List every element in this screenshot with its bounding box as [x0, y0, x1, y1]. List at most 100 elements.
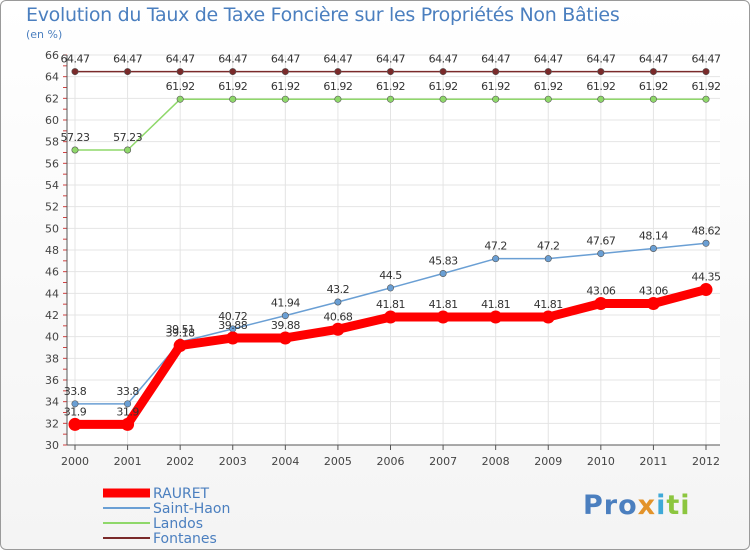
data-label: 64.47 [639, 53, 668, 66]
y-tick-label: 62 [45, 92, 59, 105]
data-point [229, 95, 237, 103]
data-label: 61.92 [481, 80, 510, 93]
data-point [124, 400, 132, 408]
y-tick-label: 40 [45, 331, 59, 344]
data-point [281, 95, 289, 103]
data-label: 43.06 [586, 285, 615, 298]
data-point [68, 417, 82, 431]
data-label: 61.92 [586, 80, 615, 93]
data-label: 57.23 [113, 131, 142, 144]
data-point [597, 68, 605, 76]
x-tick-label: 2001 [114, 455, 142, 468]
data-label: 48.62 [692, 224, 721, 237]
data-label: 33.8 [64, 385, 87, 398]
data-point [702, 239, 710, 247]
x-tick-label: 2006 [377, 455, 405, 468]
data-point [124, 146, 132, 154]
data-label: 61.92 [323, 80, 352, 93]
data-label: 43.06 [639, 285, 668, 298]
data-label: 43.2 [327, 283, 350, 296]
x-tick-label: 2000 [61, 455, 89, 468]
data-label: 39.88 [271, 319, 300, 332]
data-point [71, 400, 79, 408]
data-label: 40.68 [323, 310, 352, 323]
data-point [439, 270, 447, 278]
data-label: 41.94 [271, 297, 300, 310]
data-label: 40.72 [218, 310, 247, 323]
y-tick-label: 56 [45, 157, 59, 170]
y-tick-label: 36 [45, 374, 59, 387]
data-point [121, 417, 135, 431]
data-label: 39.88 [218, 319, 247, 332]
y-tick-label: 48 [45, 244, 59, 257]
data-point [702, 68, 710, 76]
data-point [386, 68, 394, 76]
data-point [597, 250, 605, 258]
data-point [439, 68, 447, 76]
data-label: 61.92 [429, 80, 458, 93]
data-point [544, 255, 552, 263]
data-label: 61.92 [376, 80, 405, 93]
data-label: 47.67 [586, 235, 615, 248]
data-point [281, 68, 289, 76]
data-label: 47.2 [484, 240, 507, 253]
data-point [176, 68, 184, 76]
y-tick-label: 58 [45, 136, 59, 149]
x-tick-label: 2004 [271, 455, 299, 468]
data-label: 39.18 [166, 327, 195, 340]
data-label: 61.92 [166, 80, 195, 93]
data-point [597, 95, 605, 103]
data-label: 31.9 [64, 405, 87, 418]
y-tick-label: 50 [45, 222, 59, 235]
legend-label: Landos [153, 516, 203, 532]
data-point [226, 331, 240, 345]
data-point [281, 312, 289, 320]
data-label: 44.5 [379, 269, 402, 282]
data-point [331, 322, 345, 336]
y-tick-label: 46 [45, 266, 59, 279]
y-tick-label: 38 [45, 352, 59, 365]
data-point [436, 310, 450, 324]
data-point [71, 146, 79, 154]
x-tick-label: 2010 [587, 455, 615, 468]
data-label: 48.14 [639, 229, 668, 242]
data-label: 33.8 [116, 385, 139, 398]
data-label: 61.92 [218, 80, 247, 93]
data-point [278, 331, 292, 345]
data-label: 64.47 [586, 53, 615, 66]
y-tick-label: 42 [45, 309, 59, 322]
data-point [124, 68, 132, 76]
chart-title: Evolution du Taux de Taxe Foncière sur l… [26, 4, 620, 26]
x-tick-label: 2002 [166, 455, 194, 468]
data-point [649, 68, 657, 76]
y-tick-label: 64 [45, 71, 59, 84]
data-point [334, 68, 342, 76]
y-tick-label: 60 [45, 114, 59, 127]
x-tick-label: 2005 [324, 455, 352, 468]
data-label: 61.92 [639, 80, 668, 93]
data-label: 64.47 [323, 53, 352, 66]
y-tick-label: 66 [45, 49, 59, 62]
y-tick-label: 34 [45, 396, 59, 409]
data-point [649, 244, 657, 252]
data-point [594, 297, 608, 311]
data-point [544, 68, 552, 76]
data-point [541, 310, 555, 324]
legend-label: RAURET [153, 486, 210, 502]
data-label: 61.92 [271, 80, 300, 93]
data-point [334, 298, 342, 306]
legend-label: Fontanes [153, 531, 217, 547]
data-label: 45.83 [429, 255, 458, 268]
data-label: 39.51 [166, 323, 195, 336]
data-point [492, 95, 500, 103]
data-point [439, 95, 447, 103]
data-point [71, 68, 79, 76]
data-point [173, 339, 187, 353]
data-label: 61.92 [534, 80, 563, 93]
x-tick-label: 2012 [692, 455, 720, 468]
y-tick-label: 52 [45, 201, 59, 214]
data-label: 64.47 [166, 53, 195, 66]
data-label: 64.47 [692, 53, 721, 66]
data-point [544, 95, 552, 103]
